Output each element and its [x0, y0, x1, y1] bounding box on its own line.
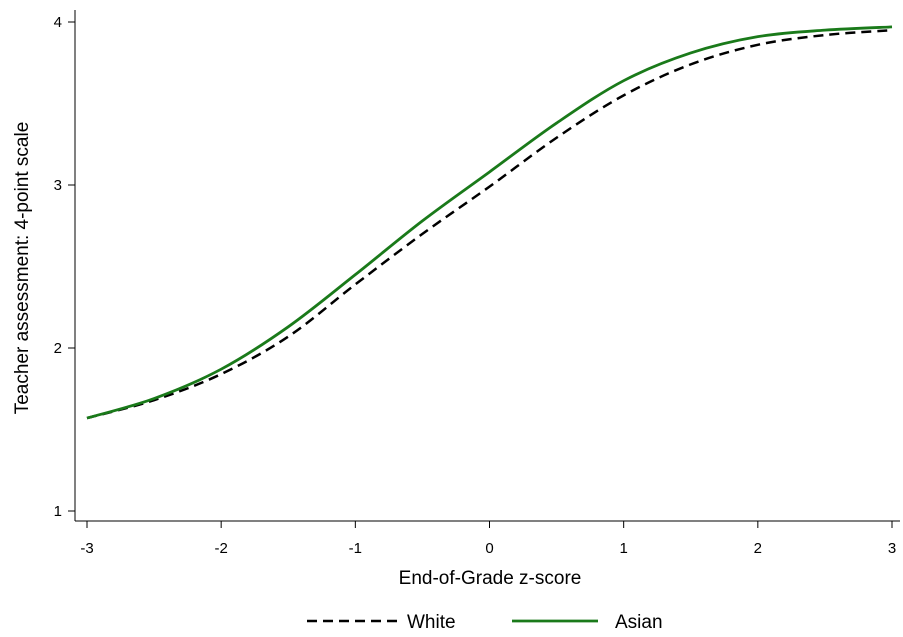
y-ticks: 1 2 3 4 — [54, 14, 75, 520]
x-tick-label: 3 — [888, 540, 896, 557]
legend-label-white: White — [407, 612, 456, 633]
y-tick-label: 1 — [54, 503, 62, 520]
x-tick-label: 0 — [485, 540, 493, 557]
x-axis-title: End-of-Grade z-score — [399, 568, 582, 589]
x-tick-label: 1 — [619, 540, 627, 557]
x-tick-label: -2 — [214, 540, 227, 557]
y-tick-label: 2 — [54, 340, 62, 357]
series-line-white — [86, 28, 893, 420]
x-tick-label: -3 — [80, 540, 93, 557]
x-tick-label: -1 — [349, 540, 362, 557]
y-tick-label: 4 — [54, 14, 62, 31]
x-ticks: -3 -2 -1 0 1 2 3 — [80, 521, 896, 557]
y-tick-label: 3 — [54, 177, 62, 194]
series-lines — [86, 25, 893, 420]
x-tick-label: 2 — [754, 540, 762, 557]
plot-area: -3 -2 -1 0 1 2 3 1 2 3 4 — [54, 10, 900, 557]
legend: White Asian — [307, 612, 663, 633]
y-axis-title: Teacher assessment: 4-point scale — [12, 122, 33, 415]
series-line-asian — [86, 25, 893, 420]
legend-label-asian: Asian — [615, 612, 663, 633]
